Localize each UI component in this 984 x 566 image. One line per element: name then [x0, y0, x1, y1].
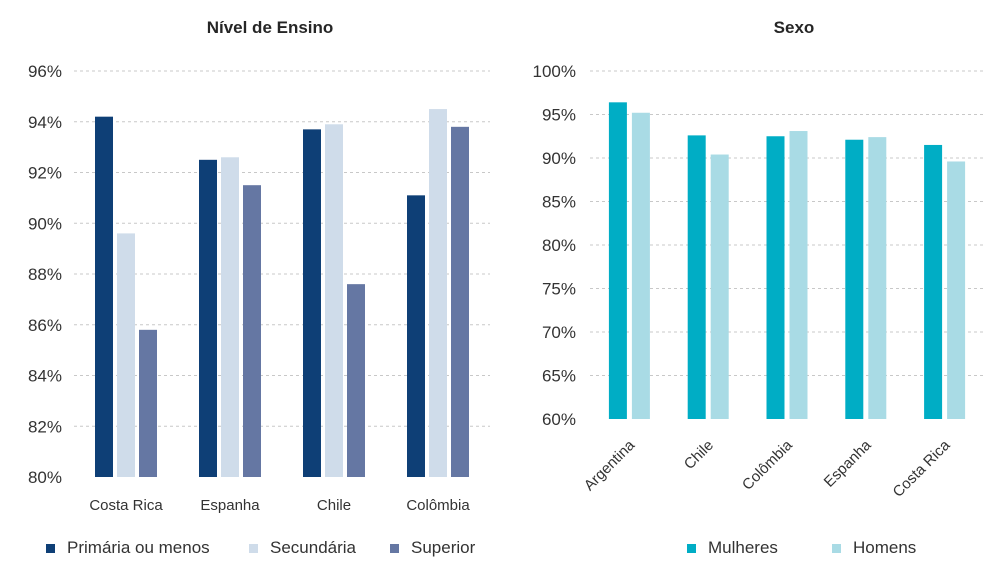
y-tick-label: 94%	[28, 113, 62, 132]
y-tick-label: 80%	[28, 468, 62, 487]
bar	[868, 137, 887, 419]
bar	[451, 126, 469, 477]
bar	[766, 136, 785, 419]
bar	[95, 116, 113, 478]
bar	[407, 195, 425, 477]
y-tick-label: 96%	[28, 62, 62, 81]
bar	[608, 102, 627, 419]
x-tick-label: Colômbia	[739, 436, 796, 493]
legend-swatch	[390, 544, 399, 553]
legend-label: Primária ou menos	[67, 538, 210, 557]
bar	[199, 159, 217, 477]
x-tick-label: Espanha	[821, 436, 875, 490]
bar	[347, 284, 365, 477]
legend-swatch	[832, 544, 841, 553]
gridlines	[74, 70, 490, 427]
x-tick-label: Costa Rica	[89, 497, 163, 514]
bars	[608, 102, 966, 420]
legend: Primária ou menos Secundária Superior	[46, 538, 476, 557]
x-tick-label: Espanha	[200, 497, 260, 514]
legend-swatch	[687, 544, 696, 553]
bar	[243, 185, 261, 477]
legend-label: Superior	[411, 538, 476, 557]
y-tick-label: 95%	[542, 106, 576, 125]
bar	[631, 112, 650, 419]
bar	[845, 139, 864, 420]
y-tick-label: 92%	[28, 164, 62, 183]
y-tick-label: 100%	[533, 62, 576, 81]
bar	[947, 161, 966, 420]
x-tick-label: Colômbia	[406, 497, 470, 514]
legend-label: Homens	[853, 538, 916, 557]
y-tick-label: 60%	[542, 410, 576, 429]
y-tick-label: 90%	[542, 149, 576, 168]
x-tick-label: Argentina	[581, 436, 639, 494]
education-level-chart: Nível de Ensino 96% 94% 92% 90% 88% 86% 84% 82%…	[28, 18, 490, 557]
legend-swatch	[249, 544, 258, 553]
sex-chart: Sexo 100% 95% 90% 85% 80% 75% 70% 65% 60% Argent…	[533, 18, 984, 557]
legend: Mulheres Homens	[687, 538, 916, 557]
bar	[429, 109, 447, 477]
y-tick-label: 80%	[542, 236, 576, 255]
y-axis-ticks: 96% 94% 92% 90% 88% 86% 84% 82% 80%	[28, 62, 62, 487]
y-tick-label: 85%	[542, 193, 576, 212]
legend-label: Mulheres	[708, 538, 778, 557]
y-tick-label: 70%	[542, 323, 576, 342]
bar	[325, 124, 343, 477]
x-axis-labels: Costa Rica Espanha Chile Colômbia	[89, 497, 470, 514]
y-tick-label: 65%	[542, 367, 576, 386]
bar	[139, 329, 157, 477]
bar	[117, 233, 135, 477]
x-tick-label: Chile	[317, 497, 351, 514]
bars	[95, 109, 469, 478]
bar	[687, 135, 706, 419]
chart-title: Sexo	[774, 18, 815, 37]
y-axis-ticks: 100% 95% 90% 85% 80% 75% 70% 65% 60%	[533, 62, 576, 429]
y-tick-label: 82%	[28, 417, 62, 436]
chart-title: Nível de Ensino	[207, 18, 334, 37]
bar	[924, 144, 943, 419]
x-tick-label: Chile	[681, 437, 717, 473]
legend-label: Secundária	[270, 538, 357, 557]
x-tick-label: Costa Rica	[890, 436, 954, 500]
bar	[710, 154, 729, 419]
y-tick-label: 84%	[28, 367, 62, 386]
legend-swatch	[46, 544, 55, 553]
y-tick-label: 90%	[28, 214, 62, 233]
y-tick-label: 86%	[28, 316, 62, 335]
x-axis-labels: Argentina Chile Colômbia Espanha Costa Rica	[581, 436, 954, 500]
bar	[221, 157, 239, 477]
y-tick-label: 88%	[28, 265, 62, 284]
y-tick-label: 75%	[542, 280, 576, 299]
bar	[303, 129, 321, 478]
bar	[789, 131, 808, 419]
